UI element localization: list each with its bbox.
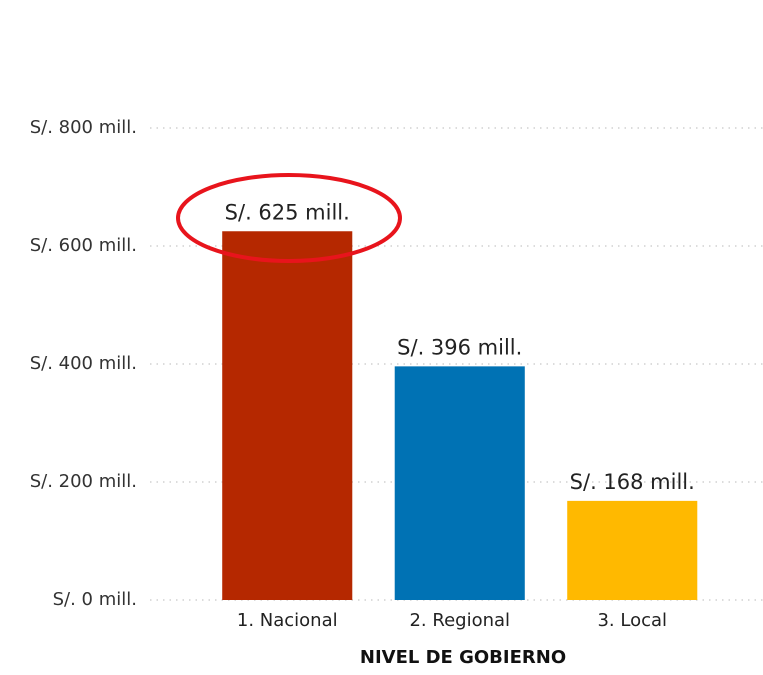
y-tick-label: S/. 0 mill.	[53, 589, 137, 610]
x-tick-label: 1. Nacional	[237, 610, 338, 631]
highlight-ellipse	[176, 173, 402, 263]
bar	[394, 366, 525, 600]
x-tick-label: 3. Local	[597, 610, 667, 631]
y-tick-label: S/. 400 mill.	[30, 353, 137, 374]
x-axis-title: NIVEL DE GOBIERNO	[360, 647, 566, 668]
data-label: S/. 168 mill.	[570, 470, 695, 494]
bar	[222, 231, 353, 600]
data-label: S/. 396 mill.	[397, 335, 522, 359]
y-tick-label: S/. 600 mill.	[30, 235, 137, 256]
y-tick-label: S/. 200 mill.	[30, 471, 137, 492]
y-tick-label: S/. 800 mill.	[30, 117, 137, 138]
bar	[567, 500, 698, 600]
x-tick-label: 2. Regional	[409, 610, 510, 631]
data-label: S/. 625 mill.	[225, 200, 350, 224]
